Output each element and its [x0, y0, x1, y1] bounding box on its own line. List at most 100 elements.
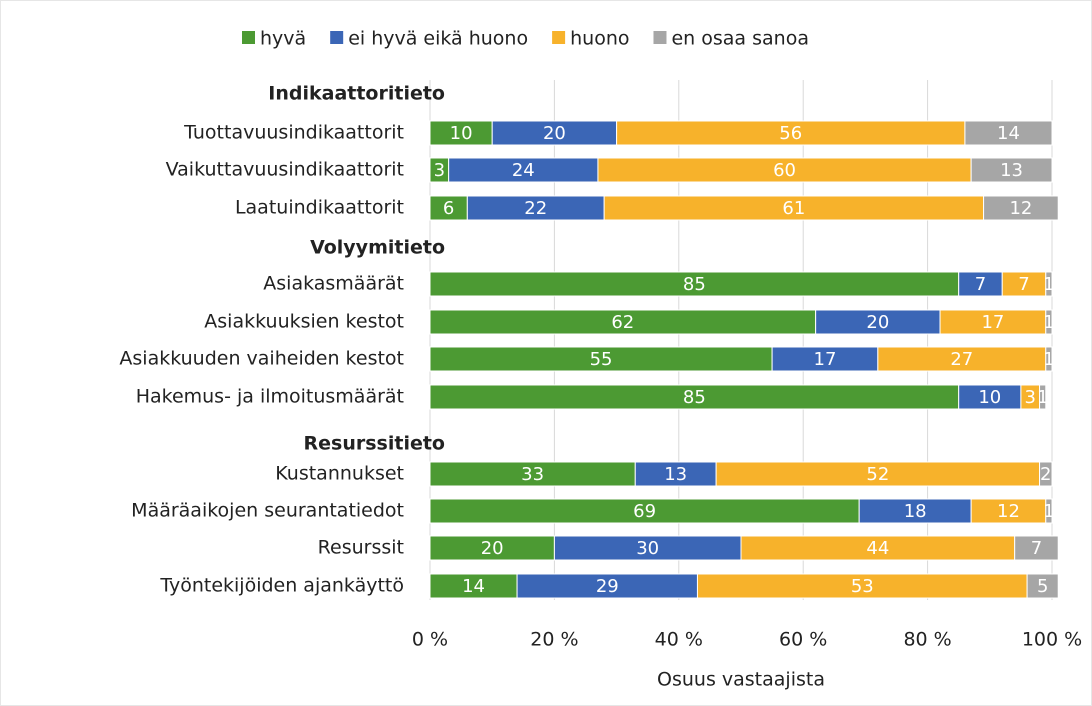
legend-label: hyvä: [260, 28, 306, 50]
value-label: 12: [997, 501, 1020, 522]
value-label: 29: [596, 576, 619, 597]
value-label: 1: [1043, 501, 1054, 522]
bar-segment: [1026, 573, 1059, 599]
value-label: 1: [1043, 274, 1054, 295]
bar-segment: [970, 498, 1047, 524]
bar-segment: [1039, 384, 1047, 410]
value-label: 17: [981, 312, 1004, 333]
value-label: 13: [1000, 160, 1023, 181]
bar-segment: [877, 346, 1047, 372]
bar-segment: [1045, 271, 1053, 297]
x-tick-label: 40 %: [655, 629, 703, 651]
legend-swatch: [552, 31, 566, 44]
legend-swatch: [242, 31, 255, 44]
value-label: 20: [481, 538, 504, 559]
bar-segment: [958, 384, 1022, 410]
value-label: 14: [997, 123, 1020, 144]
value-label: 5: [1037, 576, 1048, 597]
bar-segment: [429, 271, 960, 297]
bar-segment: [1045, 346, 1053, 372]
group-header: Volyymitieto: [310, 237, 445, 259]
group-header: Resurssitieto: [304, 433, 445, 455]
bar-segment: [964, 120, 1053, 146]
value-label: 20: [543, 123, 566, 144]
bar-segment: [1045, 309, 1053, 335]
y-tick-label: Kustannukset: [275, 463, 404, 485]
x-tick-label: 0 %: [412, 629, 448, 651]
bar-segment: [429, 309, 817, 335]
value-label: 61: [782, 198, 805, 219]
bar-segment: [616, 120, 966, 146]
bar-segment: [603, 195, 985, 221]
y-tick-label: Määräaikojen seurantatiedot: [131, 500, 404, 522]
value-label: 55: [590, 349, 613, 370]
y-tick-label: Työntekijöiden ajankäyttö: [159, 575, 404, 597]
x-tick-label: 60 %: [779, 629, 827, 651]
value-label: 7: [1018, 274, 1029, 295]
value-label: 60: [773, 160, 796, 181]
bar-segment: [970, 157, 1053, 183]
legend-swatch: [653, 31, 667, 44]
value-label: 62: [611, 312, 634, 333]
legend-label: en osaa sanoa: [671, 28, 808, 50]
value-label: 53: [851, 576, 874, 597]
bar-segment: [696, 573, 1028, 599]
group-header: Indikaattoritieto: [268, 83, 445, 105]
bar-segment: [429, 346, 773, 372]
value-label: 12: [1009, 198, 1032, 219]
value-label: 18: [904, 501, 927, 522]
value-label: 33: [521, 464, 544, 485]
value-label: 10: [450, 123, 473, 144]
value-label: 7: [1031, 538, 1042, 559]
bar-segment: [466, 195, 605, 221]
x-tick-label: 80 %: [903, 629, 951, 651]
value-label: 2: [1040, 464, 1051, 485]
y-tick-label: Asiakkuuden vaiheiden kestot: [119, 348, 404, 370]
bar-segment: [1014, 535, 1059, 561]
value-label: 3: [1025, 387, 1036, 408]
value-label: 52: [866, 464, 889, 485]
y-tick-label: Hakemus- ja ilmoitusmäärät: [136, 386, 404, 408]
bar-segment: [429, 195, 468, 221]
bar-segment: [448, 157, 599, 183]
bar-segment: [597, 157, 972, 183]
x-axis-title: Osuus vastaajista: [657, 669, 825, 691]
value-label: 24: [512, 160, 535, 181]
y-tick-label: Tuottavuusindikaattorit: [183, 122, 404, 144]
value-label: 27: [950, 349, 973, 370]
value-label: 3: [434, 160, 445, 181]
value-label: 14: [462, 576, 485, 597]
y-tick-label: Asiakasmäärät: [263, 273, 404, 295]
value-label: 1: [1037, 387, 1048, 408]
bar-segment: [553, 535, 742, 561]
bar-segment: [740, 535, 1016, 561]
legend-label: ei hyvä eikä huono: [348, 28, 528, 50]
y-tick-label: Resurssit: [318, 537, 404, 559]
value-label: 85: [683, 274, 706, 295]
bar-segment: [1045, 498, 1053, 524]
legend-swatch: [330, 31, 344, 44]
x-tick-label: 100 %: [1022, 629, 1082, 651]
value-label: 6: [443, 198, 454, 219]
value-label: 30: [636, 538, 659, 559]
value-label: 10: [978, 387, 1001, 408]
bar-segment: [983, 195, 1059, 221]
y-tick-label: Asiakkuuksien kestot: [204, 311, 404, 333]
value-label: 22: [524, 198, 547, 219]
bar-segment: [634, 461, 717, 487]
bar-segment: [429, 573, 518, 599]
bar-segment: [429, 461, 636, 487]
value-label: 20: [866, 312, 889, 333]
value-label: 1: [1043, 349, 1054, 370]
x-tick-label: 20 %: [530, 629, 578, 651]
value-label: 44: [866, 538, 889, 559]
value-label: 13: [664, 464, 687, 485]
bar-segment: [939, 309, 1047, 335]
bar-segment: [715, 461, 1041, 487]
y-tick-label: Vaikuttavuusindikaattorit: [166, 159, 404, 181]
value-label: 1: [1043, 312, 1054, 333]
value-label: 56: [779, 123, 802, 144]
bar-segment: [1001, 271, 1047, 297]
y-tick-label: Laatuindikaattorit: [235, 197, 404, 219]
